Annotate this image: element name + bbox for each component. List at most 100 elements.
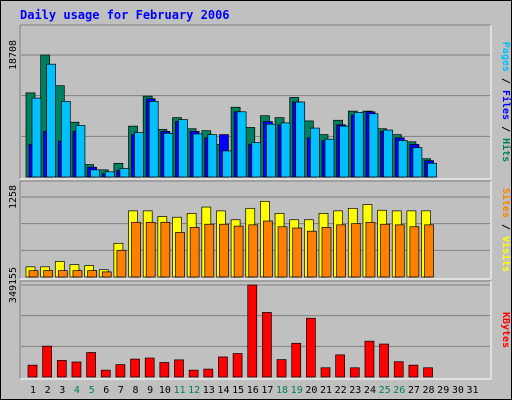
bar-sites-day-16 xyxy=(248,224,259,278)
bar-pages-day-4 xyxy=(75,125,86,178)
panel-visits-sites: 1258 Sites / Visits xyxy=(8,180,512,280)
bar-pages-day-24 xyxy=(368,113,379,178)
bar-kbytes-day-8 xyxy=(130,358,140,378)
bar-pages-day-15 xyxy=(236,111,247,178)
bar-kbytes-day-25 xyxy=(379,343,389,378)
bar-sites-day-4 xyxy=(72,270,83,278)
panel-legend-hits-files-pages: Pages / Files / Hits xyxy=(500,42,512,162)
legend-entry-visits: Visits xyxy=(500,236,512,272)
y-tick-label: 349155 xyxy=(8,267,19,303)
bar-sites-day-11 xyxy=(175,232,185,278)
x-tick-day-10: 10 xyxy=(159,385,171,396)
bar-pages-day-21 xyxy=(324,138,335,178)
bar-kbytes-day-11 xyxy=(174,359,184,378)
bar-sites-day-27 xyxy=(409,226,420,278)
bar-kbytes-day-19 xyxy=(291,342,302,378)
bar-pages-day-3 xyxy=(60,100,71,178)
panel-legend-visits-sites: Sites / Visits xyxy=(500,188,512,272)
bar-kbytes-day-9 xyxy=(144,357,155,378)
legend-entry-hits: Hits xyxy=(500,138,512,162)
bar-kbytes-day-7 xyxy=(115,364,126,378)
bar-kbytes-day-4 xyxy=(71,361,82,378)
x-tick-day-8: 8 xyxy=(133,385,139,396)
x-tick-day-12: 12 xyxy=(188,385,200,396)
bar-kbytes-day-17 xyxy=(262,312,272,378)
legend-separator: / xyxy=(500,72,511,90)
bar-sites-day-28 xyxy=(424,224,434,278)
bar-sites-day-22 xyxy=(336,224,346,278)
panel-kbytes: 349155 KBytes xyxy=(8,267,511,380)
legend-entry-kbytes: KBytes xyxy=(500,312,511,348)
bar-pages-day-10 xyxy=(163,132,174,178)
bar-kbytes-day-24 xyxy=(364,340,375,378)
bar-kbytes-day-18 xyxy=(276,359,287,378)
bar-sites-day-10 xyxy=(160,221,171,278)
x-tick-day-29: 29 xyxy=(437,385,449,396)
bar-kbytes-day-27 xyxy=(408,364,419,378)
bar-kbytes-day-10 xyxy=(159,362,170,378)
bar-pages-day-12 xyxy=(192,133,203,178)
x-tick-day-17: 17 xyxy=(261,385,273,396)
x-tick-day-13: 13 xyxy=(203,385,215,396)
x-tick-day-26: 26 xyxy=(393,385,405,396)
bar-pages-day-19 xyxy=(295,101,306,178)
bar-sites-day-5 xyxy=(87,270,97,278)
bar-pages-day-11 xyxy=(178,119,188,178)
bar-kbytes-day-28 xyxy=(423,367,433,378)
bar-pages-day-1 xyxy=(31,97,42,178)
x-tick-day-18: 18 xyxy=(276,385,288,396)
bar-kbytes-day-14 xyxy=(218,356,228,378)
x-tick-day-19: 19 xyxy=(291,385,303,396)
bar-sites-day-6 xyxy=(101,271,112,278)
x-tick-day-21: 21 xyxy=(320,385,332,396)
legend-separator: / xyxy=(500,218,511,236)
bar-kbytes-day-23 xyxy=(349,367,360,378)
bar-sites-day-23 xyxy=(350,223,361,278)
x-tick-day-1: 1 xyxy=(30,385,36,396)
x-tick-day-15: 15 xyxy=(232,385,244,396)
bar-pages-day-28 xyxy=(427,162,437,178)
y-tick-label: 18708 xyxy=(8,40,19,70)
bar-sites-day-24 xyxy=(365,221,376,278)
bar-pages-day-22 xyxy=(339,125,349,178)
bar-kbytes-day-2 xyxy=(42,345,53,378)
x-tick-day-9: 9 xyxy=(147,385,153,396)
x-tick-day-31: 31 xyxy=(466,385,478,396)
bar-pages-day-25 xyxy=(383,129,393,178)
bar-kbytes-day-20 xyxy=(306,317,316,378)
bar-sites-day-3 xyxy=(57,270,68,278)
bar-pages-day-2 xyxy=(46,63,57,178)
x-tick-day-14: 14 xyxy=(217,385,229,396)
x-tick-day-30: 30 xyxy=(452,385,464,396)
x-tick-day-28: 28 xyxy=(423,385,435,396)
bar-sites-day-20 xyxy=(307,230,317,278)
legend-separator: / xyxy=(500,120,511,138)
bar-pages-day-16 xyxy=(251,142,262,178)
bar-kbytes-day-3 xyxy=(56,360,67,378)
bar-kbytes-day-21 xyxy=(320,367,331,378)
bar-kbytes-day-22 xyxy=(335,354,345,378)
bar-sites-day-8 xyxy=(131,221,141,278)
bar-pages-day-18 xyxy=(280,122,291,178)
x-tick-day-6: 6 xyxy=(103,385,109,396)
bar-pages-day-8 xyxy=(134,132,144,178)
x-tick-day-27: 27 xyxy=(408,385,420,396)
panel-legend-kbytes: KBytes xyxy=(500,312,511,348)
bar-pages-day-9 xyxy=(148,100,159,178)
x-tick-day-22: 22 xyxy=(335,385,347,396)
x-tick-day-7: 7 xyxy=(118,385,124,396)
bar-sites-day-12 xyxy=(189,227,200,278)
bar-sites-day-9 xyxy=(145,221,156,278)
bar-pages-day-23 xyxy=(353,112,364,178)
bar-kbytes-day-16 xyxy=(247,284,258,378)
bar-sites-day-26 xyxy=(394,224,405,278)
y-tick-label: 1258 xyxy=(8,185,19,209)
legend-entry-files: Files xyxy=(500,90,512,120)
bar-pages-day-17 xyxy=(266,123,276,178)
bar-pages-day-20 xyxy=(310,127,320,178)
bar-sites-day-19 xyxy=(292,227,303,278)
bar-kbytes-day-1 xyxy=(27,364,38,378)
x-tick-day-25: 25 xyxy=(379,385,391,396)
bar-sites-day-2 xyxy=(43,270,54,278)
